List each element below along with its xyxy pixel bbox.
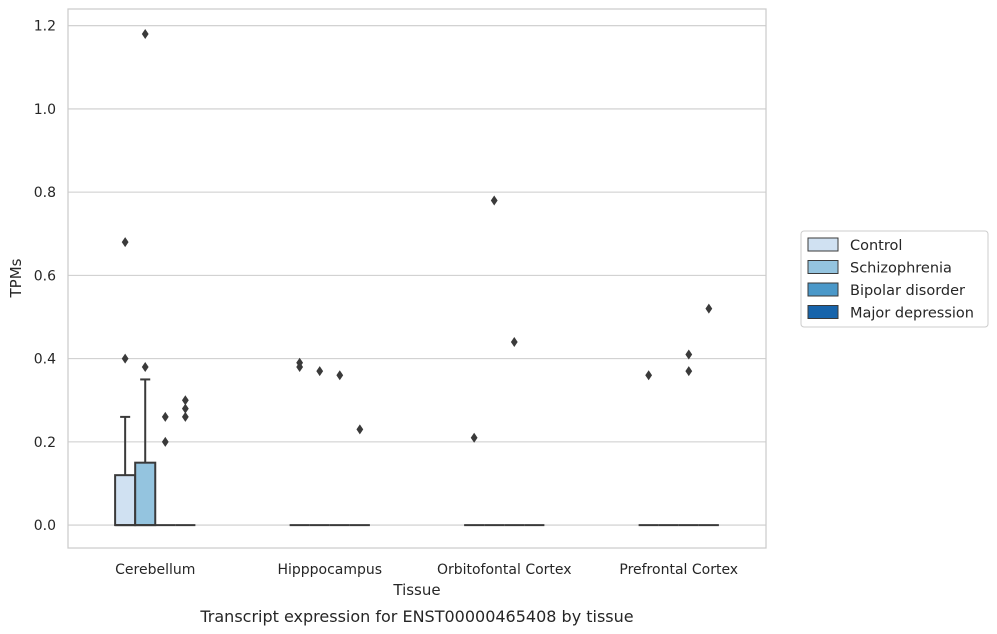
x-axis-ticks: Cerebellum Hipppocampus Orbitofontal Corte… [115, 562, 738, 578]
box [134, 461, 157, 527]
legend-label: Major depression [850, 306, 974, 322]
outlier-point [121, 237, 129, 248]
y-tick-label: 1.2 [34, 19, 56, 35]
outlier-point [181, 403, 189, 414]
outlier-point [161, 411, 169, 422]
outlier-point [141, 28, 149, 39]
legend-label: Control [850, 238, 902, 254]
legend-label: Bipolar disorder [850, 283, 965, 299]
outlier-point [336, 370, 344, 381]
x-tick-label: Cerebellum [115, 562, 195, 578]
x-tick-label: Hipppocampus [277, 562, 382, 578]
x-tick-label: Prefrontal Cortex [619, 562, 738, 578]
outlier-point [121, 353, 129, 364]
outlier-point [296, 357, 304, 368]
outlier-point [356, 424, 364, 435]
legend-swatch [807, 305, 839, 319]
y-tick-label: 0.8 [34, 185, 56, 201]
outlier-point [685, 349, 693, 360]
outlier-point [316, 366, 324, 377]
outlier-point [705, 303, 713, 314]
outlier-point [141, 361, 149, 372]
outlier-point [510, 336, 518, 347]
outlier-point [685, 366, 693, 377]
y-tick-label: 0.2 [34, 435, 56, 451]
legend: Control Schizophrenia Bipolar disorder Majo… [800, 230, 989, 328]
legend-swatch [807, 237, 839, 252]
outlier-point [490, 195, 498, 206]
boxes [114, 378, 719, 527]
outliers [121, 28, 713, 447]
x-tick-label: Orbitofontal Cortex [437, 562, 572, 578]
legend-label: Schizophrenia [850, 261, 952, 277]
legend-swatch [807, 260, 839, 274]
y-tick-label: 0.4 [34, 352, 56, 368]
legend-frame [800, 230, 989, 328]
box [114, 474, 137, 527]
chart-caption: Transcript expression for ENST0000046540… [199, 607, 633, 626]
outlier-point [181, 411, 189, 422]
x-axis-label: Tissue [392, 581, 440, 599]
outlier-point [181, 395, 189, 406]
plot-area-frame [67, 8, 767, 549]
gridlines [68, 25, 766, 526]
outlier-point [645, 370, 653, 381]
outlier-point [470, 432, 478, 443]
y-axis-ticks: 0.0 0.2 0.4 0.6 0.8 1.0 1.2 [34, 19, 56, 534]
legend-swatch [807, 282, 839, 297]
y-tick-label: 0.6 [34, 268, 56, 284]
y-tick-label: 1.0 [34, 102, 56, 118]
y-tick-label: 0.0 [34, 518, 56, 534]
outlier-point [161, 436, 169, 447]
y-axis-label: TPMs [7, 258, 25, 298]
